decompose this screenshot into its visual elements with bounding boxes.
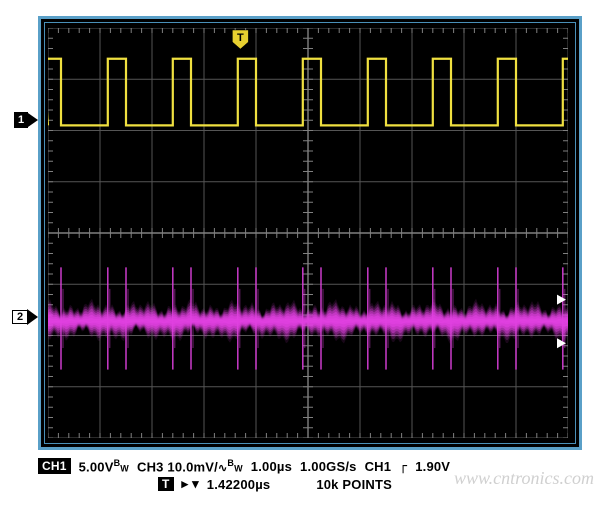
trig-ch: CH1 xyxy=(365,459,392,474)
readout-row-1: CH1 5.00VBW CH3 10.0mV/∿BW 1.00µs 1.00GS… xyxy=(38,458,582,474)
svg-text:T: T xyxy=(237,32,244,44)
sample-rate: 1.00GS/s xyxy=(300,459,357,474)
channel-2-label: 2 xyxy=(12,310,28,324)
points: 10k POINTS xyxy=(316,477,392,492)
readout-row-2: T ▸ ▾ 1.42200µs 10k POINTS xyxy=(38,476,582,492)
ch3-scale: CH3 10.0mV/∿BW xyxy=(137,458,243,474)
channel-2-arrow-icon xyxy=(28,310,38,324)
scope-plot: T xyxy=(48,28,568,438)
ch1-scale: 5.00VBW xyxy=(79,458,129,474)
timebase: 1.00µs xyxy=(251,459,292,474)
channel-1-tag: 1 xyxy=(14,112,38,128)
channel-1-label: 1 xyxy=(14,112,28,128)
readout-bar: CH1 5.00VBW CH3 10.0mV/∿BW 1.00µs 1.00GS… xyxy=(38,458,582,492)
t-arrow-icon: ▸ ▾ xyxy=(182,476,199,492)
edge-icon: ┌ xyxy=(399,459,407,474)
t-delay: 1.42200µs xyxy=(207,477,271,492)
channel-1-arrow-icon xyxy=(28,113,38,127)
t-box: T xyxy=(158,477,174,491)
trig-level: 1.90V xyxy=(415,459,450,474)
ch1-box: CH1 xyxy=(38,458,71,474)
channel-2-tag: 2 xyxy=(12,310,38,324)
